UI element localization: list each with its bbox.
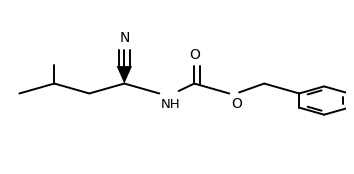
Text: NH: NH: [161, 98, 181, 111]
Text: O: O: [231, 97, 242, 111]
Text: N: N: [119, 31, 130, 45]
Text: O: O: [189, 48, 200, 62]
Polygon shape: [116, 66, 132, 84]
